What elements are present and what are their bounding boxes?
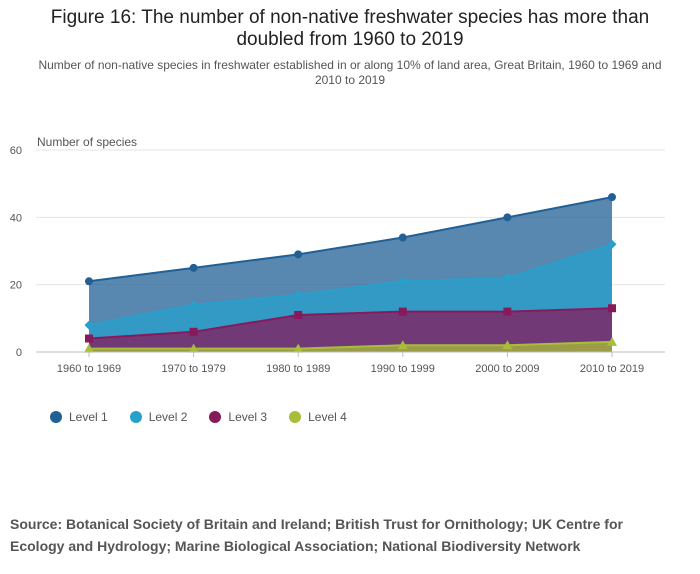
legend-label: Level 1: [69, 410, 108, 424]
legend-label: Level 2: [148, 410, 188, 424]
legend-swatch-icon: [209, 411, 222, 423]
series-areas: [89, 197, 612, 352]
legend-item: Level 1: [50, 408, 108, 426]
legend-item: Level 4: [289, 408, 347, 426]
chart-title: Figure 16: The number of non-native fres…: [50, 7, 650, 50]
legend-label: Level 3: [228, 410, 268, 424]
x-tick-label: 1990 to 1999: [371, 363, 435, 375]
data-point-level-2: [293, 290, 303, 300]
series-lines: [88, 196, 613, 350]
chart-subtitle: Number of non-native species in freshwat…: [38, 58, 662, 87]
chart-legend: Level 1 Level 2 Level 3 Level 4: [50, 408, 347, 426]
x-tick-label: 2010 to 2019: [580, 363, 644, 375]
data-point-level-3: [85, 334, 93, 343]
data-point-level-1: [85, 277, 93, 286]
data-point-level-1: [398, 233, 407, 242]
source-note: Source: Botanical Society of Britain and…: [10, 516, 623, 554]
y-tick-label: 20: [10, 280, 22, 292]
data-point-level-2: [502, 273, 512, 283]
line-level-3: [88, 307, 613, 340]
data-point-level-3: [189, 327, 198, 336]
y-axis-title: Number of species: [37, 135, 137, 149]
axes: 0 20 40 60 Number of species 1960 to 1969 1970…: [10, 135, 665, 375]
data-point-level-2: [84, 320, 94, 330]
data-point-level-4: [188, 343, 199, 353]
area-level-3: [89, 308, 612, 352]
data-point-level-3: [503, 307, 512, 316]
data-point-level-1: [608, 193, 616, 202]
data-point-level-4: [293, 343, 304, 353]
legend-swatch-icon: [129, 411, 142, 423]
data-point-level-3: [398, 307, 407, 316]
area-chart: 0 20 40 60 Number of species 1960 to 1969 1970…: [10, 135, 665, 375]
data-point-level-2: [607, 239, 617, 249]
data-point-level-4: [607, 336, 617, 346]
line-level-1: [88, 196, 613, 283]
legend-label: Level 4: [308, 410, 347, 424]
y-tick-label: 0: [16, 347, 22, 359]
data-point-level-4: [84, 343, 94, 353]
data-point-level-1: [189, 263, 198, 272]
data-point-level-3: [294, 310, 303, 319]
x-tick-label: 2000 to 2009: [475, 363, 539, 375]
legend-swatch-icon: [50, 411, 62, 423]
data-point-level-4: [397, 340, 408, 350]
data-point-level-1: [294, 250, 303, 259]
data-point-level-2: [189, 300, 199, 310]
series-markers: [84, 193, 617, 353]
data-point-level-1: [503, 213, 512, 222]
y-tick-label: 60: [10, 145, 22, 157]
x-tick-label: 1960 to 1969: [57, 363, 121, 375]
data-point-level-4: [502, 340, 513, 350]
line-level-2: [88, 243, 613, 327]
data-point-level-3: [608, 304, 616, 313]
x-tick-label: 1980 to 1989: [266, 363, 330, 375]
y-tick-label: 40: [10, 212, 22, 224]
legend-item: Level 2: [129, 408, 188, 426]
line-level-4: [89, 340, 613, 350]
legend-swatch-icon: [289, 411, 302, 423]
data-point-level-2: [398, 276, 408, 286]
legend-item: Level 3: [209, 408, 267, 426]
x-tick-label: 1970 to 1979: [161, 363, 225, 375]
